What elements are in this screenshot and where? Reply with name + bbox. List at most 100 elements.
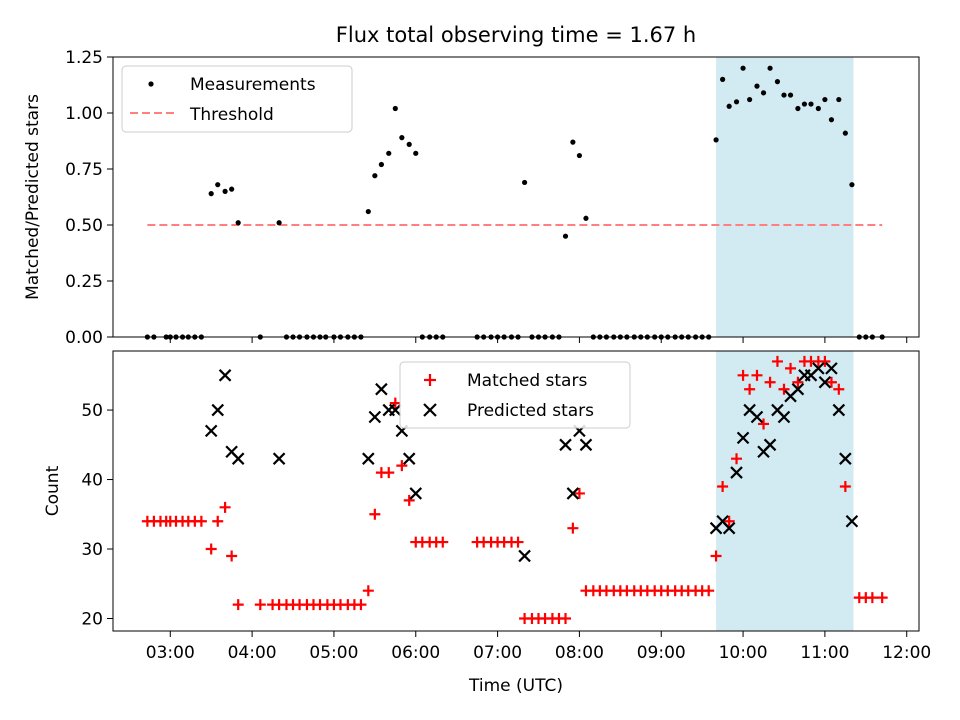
y-tick-label: 1.25 (65, 48, 103, 68)
matched-star-point (560, 612, 572, 624)
predicted-star-point (272, 452, 286, 465)
matched-star-point (512, 536, 524, 548)
matched-star-point (226, 550, 238, 562)
x-tick-label: 06:00 (391, 643, 440, 663)
measurement-point (801, 101, 808, 107)
matched-star-point (205, 543, 217, 555)
legend-predicted-label: Predicted stars (467, 401, 594, 421)
matched-star-point (744, 383, 756, 395)
measurement-point (740, 65, 746, 71)
matched-star-point (219, 501, 231, 513)
measurement-point (276, 220, 282, 226)
y-tick-label: 0.25 (65, 272, 103, 292)
matched-star-point (383, 467, 395, 479)
y-tick-label: 50 (81, 401, 103, 421)
predicted-star-point (389, 403, 402, 417)
measurement-point (733, 99, 740, 105)
bottom-panel-highlight (716, 351, 854, 631)
measurement-point (208, 191, 214, 197)
measurement-point (386, 150, 392, 156)
legend-predicted-marker (423, 403, 437, 417)
matched-star-point (232, 599, 244, 611)
y-tick-label: 20 (81, 609, 103, 629)
measurement-points (144, 65, 885, 340)
measurement-point (406, 141, 412, 147)
predicted-star-point (368, 410, 382, 424)
x-tick-label: 10:00 (719, 643, 768, 663)
x-tick-label: 04:00 (228, 643, 277, 663)
y-tick-label: 40 (81, 471, 103, 491)
y-tick-label: 0.00 (65, 328, 103, 348)
bottom-legend-box (399, 361, 631, 429)
measurement-point (521, 179, 528, 186)
measurement-point (836, 96, 842, 103)
measurement-point (747, 96, 753, 103)
predicted-star-point (750, 410, 764, 424)
matched-star-point (785, 362, 797, 374)
measurement-point (229, 186, 235, 192)
measurement-point (413, 150, 419, 156)
matched-star-point (355, 599, 367, 611)
bottom-panel-y-axis: 20 30 40 50 (81, 401, 113, 629)
predicted-star-point (736, 431, 750, 445)
measurement-point (774, 79, 781, 85)
predicted-star-point (763, 438, 777, 452)
measurement-point (215, 182, 221, 188)
x-tick-label: 11:00 (800, 643, 849, 663)
predicted-star-point (818, 375, 832, 389)
matched-star-point (573, 487, 585, 499)
matched-star-point (758, 418, 770, 430)
measurement-point (781, 92, 787, 98)
top-panel-y-axis: 0.00 0.25 0.50 0.75 1.00 1.25 (65, 48, 113, 348)
predicted-star-points (204, 362, 859, 563)
x-axis-label: Time (UTC) (468, 676, 563, 696)
matched-star-point (710, 550, 722, 562)
measurement-point (760, 90, 767, 96)
bottom-panel-ylabel: Count (43, 465, 63, 516)
x-tick-label: 07:00 (473, 643, 522, 663)
predicted-star-point (559, 438, 572, 452)
bottom-legend: Matched stars Predicted stars (399, 361, 631, 429)
matched-star-point (737, 369, 749, 381)
legend-matched-marker (424, 374, 436, 386)
matched-star-point (403, 494, 415, 506)
measurement-point (365, 208, 371, 215)
measurement-point (576, 152, 583, 159)
measurement-point (767, 65, 773, 71)
matched-star-point (839, 480, 851, 492)
top-panel-frame (112, 56, 920, 338)
measurement-point (720, 76, 726, 82)
bottom-panel-frame (112, 350, 920, 632)
predicted-star-point (402, 452, 416, 465)
top-panel: 0.00 0.25 0.50 0.75 1.00 1.25 Matched/Predict… (23, 48, 920, 348)
measurement-point (235, 220, 241, 226)
figure-title: Flux total observing time = 1.67 h (336, 23, 696, 47)
matched-star-point (819, 355, 831, 367)
measurement-point (808, 101, 814, 107)
matched-star-point (833, 383, 845, 395)
predicted-star-point (518, 549, 531, 563)
measurement-point (222, 188, 228, 194)
measurement-point (795, 105, 801, 112)
measurement-point (378, 161, 384, 168)
legend-threshold-label: Threshold (189, 105, 274, 125)
matched-star-point (212, 515, 224, 527)
top-panel-ylabel: Matched/Predicted stars (23, 94, 43, 300)
predicted-star-point (777, 410, 791, 424)
measurement-point (713, 137, 719, 143)
measurement-point (815, 105, 821, 112)
matched-star-point (567, 522, 579, 534)
legend-matched-label: Matched stars (467, 371, 587, 391)
predicted-star-point (204, 424, 218, 438)
top-panel-highlight (716, 57, 854, 337)
matched-star-point (751, 369, 763, 381)
measurement-point (828, 117, 835, 123)
matched-star-point (723, 515, 735, 527)
measurement-point (399, 135, 405, 141)
matched-star-point (764, 376, 776, 388)
measurement-point (842, 130, 848, 136)
matched-star-point (876, 592, 888, 604)
top-legend-box (121, 65, 353, 133)
predicted-star-point (579, 438, 593, 452)
